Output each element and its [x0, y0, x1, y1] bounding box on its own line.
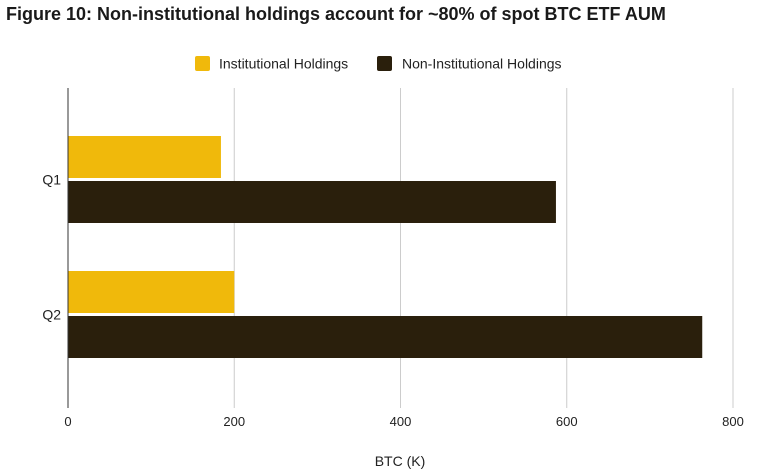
chart-title: Figure 10: Non-institutional holdings ac…	[6, 4, 666, 24]
x-tick-label-600: 600	[556, 414, 578, 429]
bar-q1-institutional-holdings	[68, 136, 221, 178]
x-tick-label-400: 400	[390, 414, 412, 429]
category-labels: Q1 Q2	[42, 172, 61, 323]
x-tick-label-200: 200	[223, 414, 245, 429]
x-tick-label-800: 800	[722, 414, 744, 429]
legend-label-non-institutional-holdings: Non-Institutional Holdings	[402, 56, 562, 72]
legend-swatch-institutional-holdings	[195, 56, 210, 71]
category-label-q2: Q2	[42, 307, 61, 323]
legend: Institutional Holdings Non-Institutional …	[195, 56, 562, 72]
legend-swatch-non-institutional-holdings	[377, 56, 392, 71]
gridlines	[233, 88, 734, 408]
bar-q2-non-institutional-holdings	[68, 316, 703, 358]
x-tick-label-0: 0	[64, 414, 71, 429]
x-tick-labels: 0 200 400 600 800	[64, 414, 743, 429]
category-label-q1: Q1	[42, 172, 61, 188]
bars	[68, 136, 703, 358]
legend-label-institutional-holdings: Institutional Holdings	[219, 56, 348, 72]
x-axis-label: BTC (K)	[375, 453, 426, 469]
bar-q1-non-institutional-holdings	[68, 181, 556, 223]
bar-q2-institutional-holdings	[68, 271, 235, 313]
